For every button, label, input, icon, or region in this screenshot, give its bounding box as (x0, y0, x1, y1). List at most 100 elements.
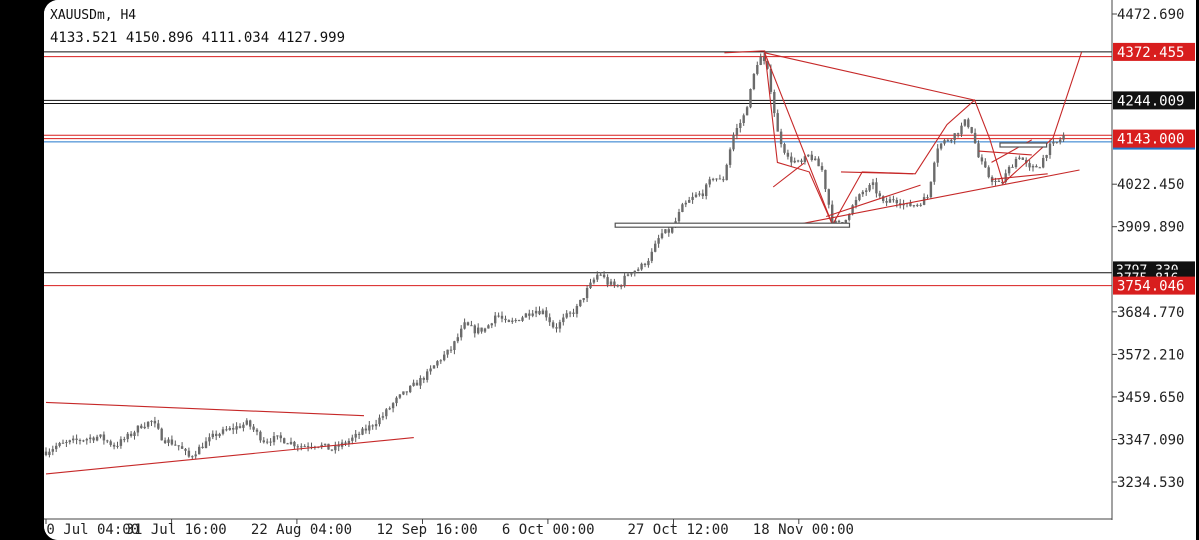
candle-body (759, 56, 762, 65)
horizontal-levels (44, 51, 1112, 287)
price-axis[interactable]: 4472.690 4022.450 3909.890 3684.770 3572.210… (1112, 7, 1184, 491)
candle-body (65, 442, 68, 443)
candle-body (800, 160, 803, 162)
candle-body (820, 166, 824, 170)
candle-body (470, 325, 473, 327)
candle-body (783, 144, 786, 153)
candle-body (391, 403, 395, 409)
candle-body (637, 269, 640, 271)
candle-body (616, 285, 619, 287)
candle-body (327, 443, 330, 450)
candle-body (602, 274, 606, 278)
time-tick-label: 6 Oct 00:00 (502, 522, 595, 538)
candle-body (735, 128, 739, 135)
candle-body (946, 140, 950, 142)
candle-body (415, 382, 419, 386)
candle-body (92, 437, 95, 441)
candle-body (116, 445, 119, 447)
candle-body (133, 432, 136, 436)
candle-body (592, 279, 596, 283)
trendline (45, 437, 414, 475)
candle-body (814, 158, 817, 161)
candle-body (381, 416, 385, 418)
time-tick-label: 10 Jul 04:00 (44, 522, 139, 538)
candle-body (303, 446, 306, 448)
candle-body (432, 365, 436, 369)
candle-body (385, 409, 388, 417)
candle-body (187, 450, 191, 457)
candle-body (582, 298, 585, 300)
candle-body (361, 428, 364, 435)
candle-body (606, 277, 609, 285)
candle-body (245, 420, 248, 425)
candle-body (364, 428, 368, 431)
candle-body (494, 315, 497, 324)
candle-body (671, 227, 674, 233)
candle-body (769, 68, 773, 92)
candle-body (466, 322, 470, 326)
candle-body (722, 179, 725, 181)
candle-body (443, 354, 446, 361)
candle-body (620, 285, 623, 287)
candle-body (191, 456, 194, 458)
candle-body (58, 443, 61, 446)
candle-body (160, 428, 163, 441)
candle-body (892, 199, 895, 201)
candle-body (208, 437, 211, 442)
price-tick-label: 3459.650 (1117, 390, 1184, 406)
candle-body (865, 190, 868, 192)
candle-body (858, 194, 861, 201)
candle-body (711, 178, 715, 180)
candle-body (667, 229, 670, 233)
candle-body (398, 394, 402, 398)
candle-body (123, 439, 126, 441)
candle-body (1062, 135, 1065, 140)
candle-body (300, 446, 303, 448)
candle-body (1011, 166, 1014, 168)
candle-body (463, 322, 466, 329)
candle-body (163, 440, 167, 443)
chart-panel[interactable]: 4472.690 4022.450 3909.890 3684.770 3572.210… (44, 0, 1196, 540)
candle-body (402, 391, 405, 395)
price-chart[interactable]: 4472.690 4022.450 3909.890 3684.770 3572.210… (44, 0, 1196, 540)
candle-body (977, 143, 980, 158)
candle-body (749, 89, 752, 108)
candle-body (429, 368, 432, 372)
candle-body (705, 184, 708, 196)
candle-body (198, 446, 201, 455)
candle-body (837, 220, 841, 222)
candle-body (878, 193, 881, 197)
candle-body (146, 421, 150, 427)
price-tag-label: 4244.009 (1117, 93, 1184, 109)
price-tag-box (1113, 42, 1195, 61)
candle-body (936, 148, 939, 163)
candle-body (1028, 163, 1031, 168)
candle-body (378, 417, 381, 425)
candle-body (460, 328, 463, 338)
price-tick-label: 3909.890 (1117, 220, 1184, 236)
candle-body (994, 181, 997, 182)
candle-body (99, 434, 102, 437)
candle-body (786, 152, 790, 157)
candle-body (1038, 167, 1041, 169)
candle-body (1055, 141, 1058, 143)
candle-body (112, 444, 116, 447)
candle-body (436, 361, 439, 366)
candle-body (745, 107, 749, 116)
candle-body (85, 439, 88, 441)
candle-body (868, 185, 871, 191)
candle-body (909, 203, 912, 207)
candle-body (483, 328, 487, 332)
candle-body (984, 161, 987, 168)
candle-body (412, 382, 415, 386)
candle-body (929, 181, 933, 198)
candle-body (963, 119, 967, 126)
candle-body (170, 439, 174, 445)
candle-body (140, 425, 143, 429)
candle-body (807, 154, 810, 157)
candle-body (119, 439, 123, 446)
trendline (978, 150, 1032, 156)
time-tick-label: 12 Sep 16:00 (377, 522, 478, 538)
candle-body (841, 222, 844, 223)
